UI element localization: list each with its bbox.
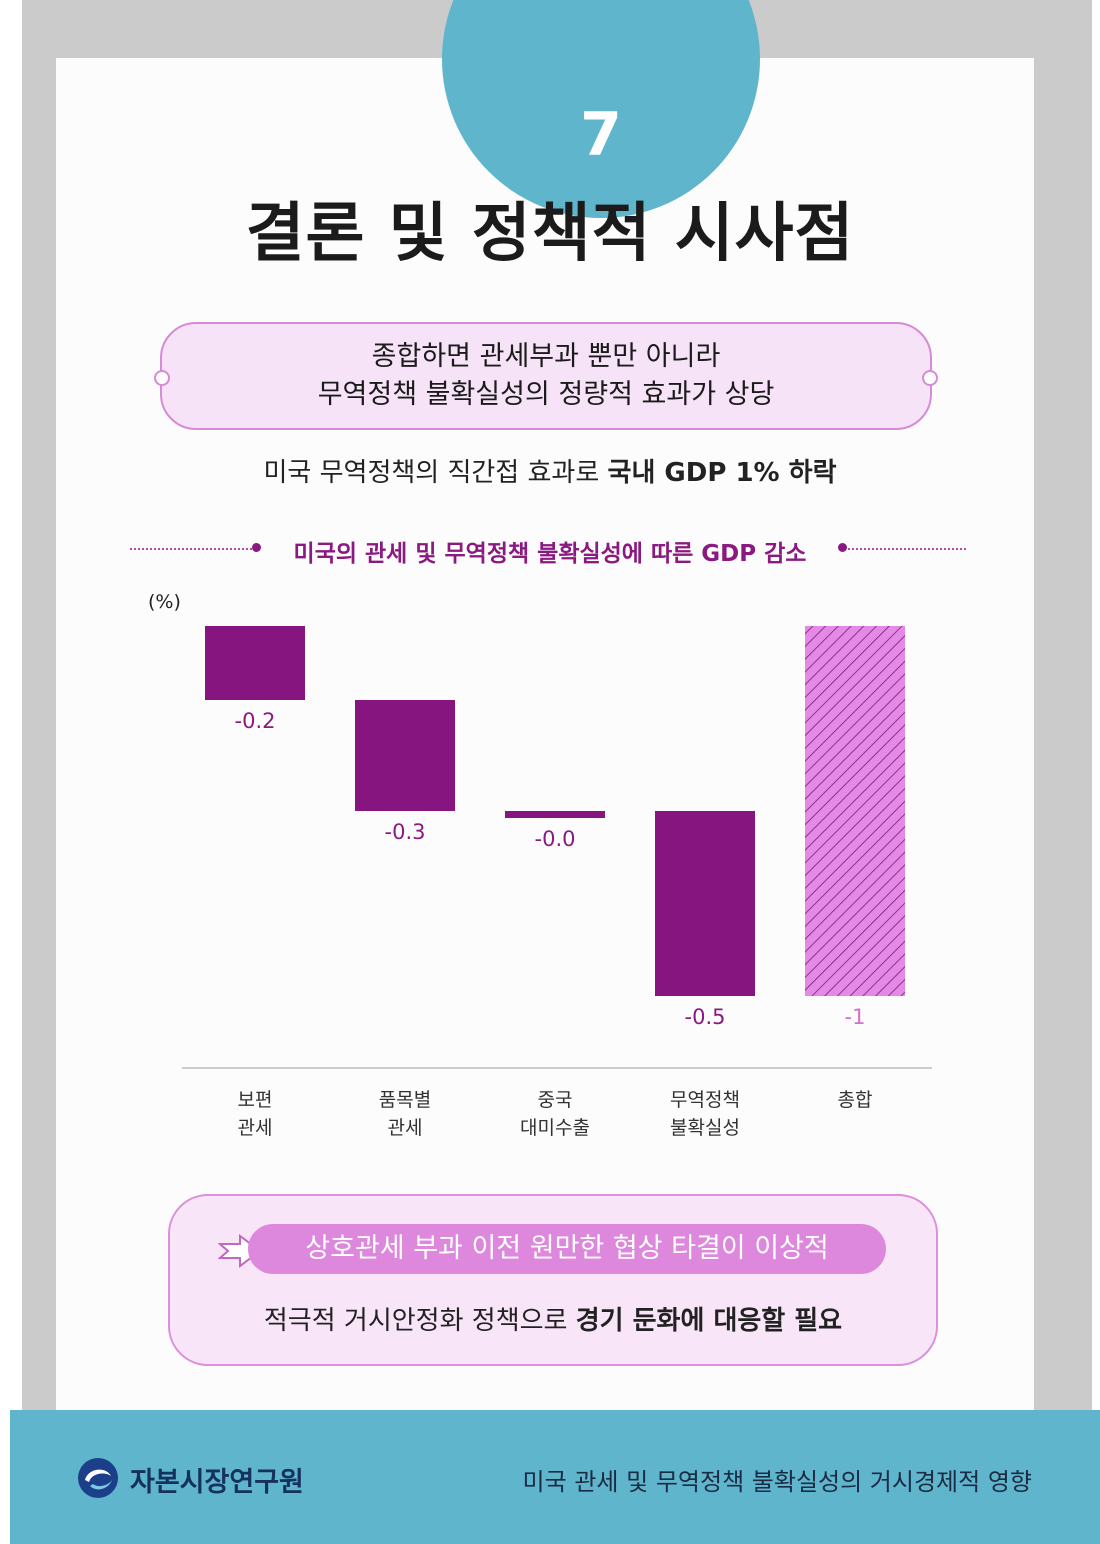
page-number: 7 (580, 100, 622, 170)
data-label-3: -0.0 (535, 827, 576, 851)
summary-box: 종합하면 관세부과 뿐만 아니라 무역정책 불확실성의 정량적 효과가 상당 (154, 322, 938, 430)
conclusion-text: 적극적 거시안정화 정책으로 경기 둔화에 대응할 필요 (170, 1300, 936, 1337)
category-label-4-1: 무역정책 (670, 1089, 740, 1111)
chart-title: 미국의 관세 및 무역정책 불확실성에 따른 GDP 감소 (293, 541, 807, 567)
category-label-3-1: 중국 (538, 1089, 573, 1111)
y-axis-label: (%) (148, 591, 181, 613)
category-label-5-1: 총합 (838, 1089, 873, 1111)
conclusion-bold: 경기 둔화에 대응할 필요 (575, 1306, 843, 1336)
category-label-1-2: 관세 (238, 1117, 273, 1139)
data-label-1: -0.2 (235, 709, 276, 733)
bar-4 (655, 811, 755, 996)
bar-5 (805, 626, 905, 996)
category-label-2-1: 품목별 (379, 1089, 431, 1111)
conclusion-highlight: 상호관세 부과 이전 원만한 협상 타결이 이상적 (248, 1224, 886, 1274)
data-label-5: -1 (845, 1005, 866, 1029)
report-title: 미국 관세 및 무역정책 불확실성의 거시경제적 영향 (522, 1468, 1032, 1496)
conclusion-box: 상호관세 부과 이전 원만한 협상 타결이 이상적 적극적 거시안정화 정책으로… (168, 1194, 938, 1366)
chart-title-row: 미국의 관세 및 무역정책 불확실성에 따른 GDP 감소 (130, 532, 970, 567)
summary-line-1: 종합하면 관세부과 뿐만 아니라 (371, 341, 721, 372)
right-dot-icon (922, 370, 938, 386)
org-name: 자본시장연구원 (130, 1467, 304, 1498)
page-title: 결론 및 정책적 시사점 (245, 197, 855, 271)
kcmi-logo-icon (78, 1458, 118, 1498)
subline-bold: 국내 GDP 1% 하락 (607, 458, 837, 488)
data-label-2: -0.3 (385, 820, 426, 844)
summary-subline: 미국 무역정책의 직간접 효과로 국내 GDP 1% 하락 (0, 452, 1100, 489)
bar-2 (355, 700, 455, 811)
subline-normal: 미국 무역정책의 직간접 효과로 (263, 458, 608, 488)
conclusion-normal: 적극적 거시안정화 정책으로 (263, 1306, 576, 1336)
category-label-1-1: 보편 (238, 1089, 273, 1111)
category-label-2-2: 관세 (388, 1117, 423, 1139)
bar-3 (505, 811, 605, 818)
data-label-4: -0.5 (685, 1005, 726, 1029)
footer: 자본시장연구원 미국 관세 및 무역정책 불확실성의 거시경제적 영향 (10, 1410, 1100, 1544)
category-label-3-2: 대미수출 (520, 1117, 590, 1139)
bar-1 (205, 626, 305, 700)
right-dotted-line (848, 548, 966, 550)
summary-line-2: 무역정책 불확실성의 정량적 효과가 상당 (317, 379, 775, 410)
right-bullet-icon (838, 543, 847, 552)
left-bullet-icon (252, 543, 261, 552)
category-label-4-2: 불확실성 (670, 1117, 740, 1139)
left-dot-icon (154, 370, 170, 386)
left-dotted-line (130, 548, 252, 550)
